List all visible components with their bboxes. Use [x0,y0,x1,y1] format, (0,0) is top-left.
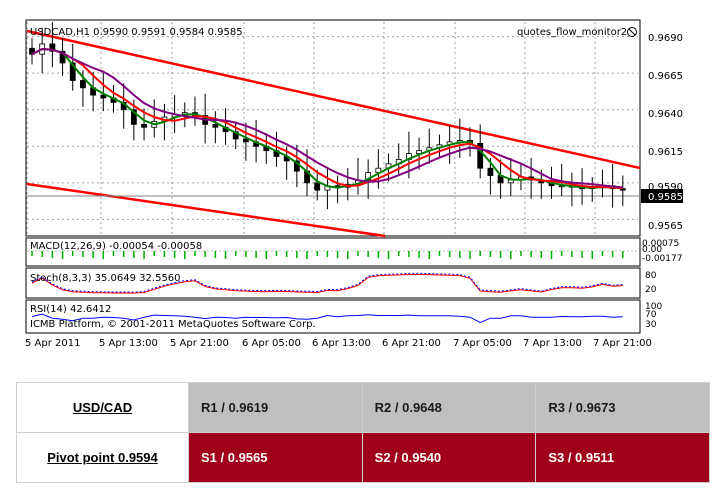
candle-body [243,138,249,143]
rsi-tick: 30 [645,320,657,330]
channel-upper-line [26,29,641,170]
r2-cell: R2 / 0.9648 [361,382,537,433]
time-label: 5 Apr 2011 [25,338,80,349]
time-label: 5 Apr 13:00 [99,338,158,349]
close-indicator-icon[interactable] [627,27,637,37]
candle-body [212,123,219,128]
current-price-label: 0.9585 [648,192,683,203]
price-tick: 0.9615 [648,147,683,158]
price-tick: 0.9690 [648,33,683,44]
macd-histogram [27,250,638,259]
pivot-cell: Pivot point 0.9594 [16,432,189,483]
s1-cell: S1 / 0.9565 [188,432,363,483]
copyright: ICMB Platform, © 2001-2011 MetaQuotes So… [30,319,316,330]
candle-body [49,43,56,52]
pair-label[interactable]: USD/CAD [72,400,133,415]
pivot-label[interactable]: Pivot point 0.9594 [47,450,158,465]
candle-body [314,182,321,191]
time-label: 6 Apr 05:00 [242,338,301,349]
time-label: 7 Apr 05:00 [453,338,512,349]
rsi-tick: 100 [645,302,662,312]
stoch-main-line [31,274,623,294]
candle-body [69,62,76,81]
time-label: 6 Apr 13:00 [312,338,371,349]
current-price-badge [641,189,683,203]
rsi-line [31,313,623,323]
r3-cell: R3 / 0.9673 [535,382,710,433]
price-tick: 0.9565 [648,221,683,232]
time-label: 7 Apr 21:00 [593,338,652,349]
ma-fast-line [31,47,623,190]
grid-lines [26,22,638,234]
price-tick: 0.9640 [648,109,683,120]
time-label: 6 Apr 21:00 [382,338,441,349]
candle-body [80,80,86,89]
s2-cell: S2 / 0.9540 [361,432,537,483]
candle-body [100,94,107,99]
time-label: 7 Apr 13:00 [523,338,582,349]
trend-channel [26,29,641,238]
candle-body [477,142,484,169]
channel-lower-line [26,182,386,238]
indicator-label: quotes_flow_monitor2 [517,27,627,38]
r1-cell: R1 / 0.9619 [188,382,363,433]
candle-body [487,167,494,176]
ma-slow-line [31,47,623,189]
time-label: 5 Apr 21:00 [170,338,229,349]
candle-body [141,123,147,128]
s3-cell: S3 / 0.9511 [535,432,710,483]
macd-tick: -0.00177 [642,254,682,264]
pivot-table: USD/CAD R1 / 0.9619 R2 / 0.9648 R3 / 0.9… [16,382,710,483]
macd-tick: 0.00 [642,245,662,255]
price-tick: 0.9665 [648,71,683,82]
stoch-label: Stoch(8,3,3) 35.0649 32.5560 [30,273,181,284]
stoch-tick: 20 [645,285,657,295]
moving-averages [31,47,623,190]
rsi-tick: 70 [645,310,657,320]
price-tick: 0.9590 [648,182,683,193]
pair-cell: USD/CAD [16,382,189,433]
rsi-line-path [31,313,623,323]
forex-chart[interactable]: USDCAD,H1 0.9590 0.9591 0.9584 0.9585 qu… [0,0,723,352]
macd-panel [25,237,641,267]
stoch-tick: 80 [645,271,657,281]
stoch-lines [31,272,623,294]
macd-tick: 0.00075 [642,239,679,249]
chart-title: USDCAD,H1 0.9590 0.9591 0.9584 0.9585 [30,27,243,38]
chart-canvas[interactable]: USDCAD,H1 0.9590 0.9591 0.9584 0.9585 qu… [0,0,723,352]
macd-label: MACD(12,26,9) -0.00054 -0.00058 [30,241,202,252]
price-panel [25,19,641,237]
time-axis: 5 Apr 2011 5 Apr 13:00 5 Apr 21:00 6 Apr 05… [25,338,652,349]
ma-mid-line [31,47,623,190]
candle-body [619,188,626,191]
rsi-label: RSI(14) 42.6412 [30,304,111,315]
candle-body [130,109,137,125]
close-indicator-icon-stroke [628,28,636,36]
